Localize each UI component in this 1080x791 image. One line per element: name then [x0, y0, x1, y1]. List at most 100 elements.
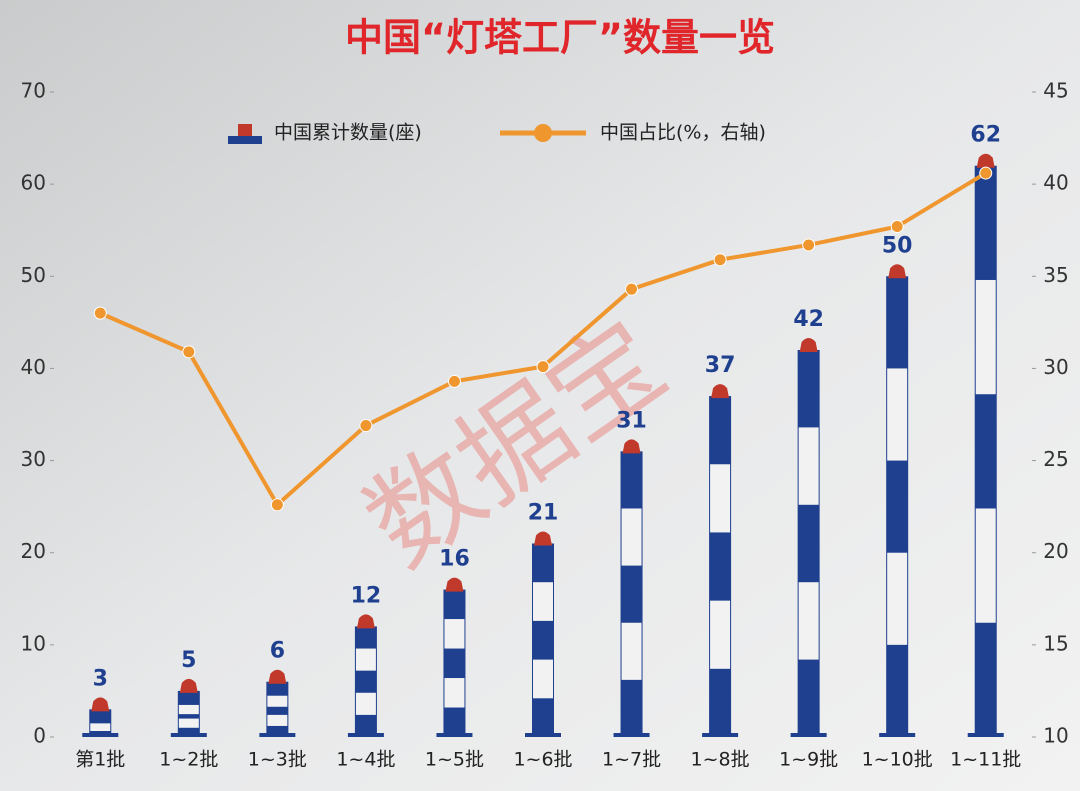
line-marker	[93, 306, 107, 320]
lighthouse-cap	[976, 153, 995, 168]
data-label: 5	[181, 648, 196, 673]
stripe	[355, 692, 376, 715]
data-label: 6	[270, 639, 285, 664]
legend-swatch	[238, 124, 252, 136]
lighthouse-cap	[711, 384, 730, 399]
data-label: 31	[616, 408, 647, 433]
lighthouse-cap	[622, 439, 641, 454]
bar	[620, 451, 643, 737]
chart-title: 中国“灯塔工厂”数量一览	[345, 16, 775, 60]
y-tick-label: 30	[21, 447, 46, 471]
y2-tick-label: 45	[1043, 79, 1068, 103]
line-marker	[447, 374, 461, 388]
lighthouse-base	[82, 733, 119, 737]
y-tick-label: 0	[33, 724, 46, 748]
lighthouse-base	[525, 733, 561, 737]
x-tick-label: 1~5批	[425, 749, 484, 771]
bar	[266, 681, 289, 737]
stripe	[444, 678, 465, 708]
data-label: 42	[793, 307, 824, 332]
stripe	[887, 368, 908, 461]
y2-tick-label: 40	[1043, 171, 1068, 195]
stripe	[533, 582, 553, 621]
lighthouse-base	[613, 733, 650, 737]
stripe	[975, 279, 996, 395]
stripe	[533, 659, 553, 699]
x-tick-label: 1~2批	[159, 749, 218, 771]
line-marker	[182, 345, 196, 359]
legend-label: 中国累计数量(座)	[274, 122, 422, 144]
y2-tick-label: 15	[1043, 631, 1068, 655]
line-marker	[890, 220, 904, 234]
lighthouse-base	[436, 733, 473, 737]
bar	[89, 709, 112, 737]
stripe	[621, 622, 642, 680]
bar	[354, 626, 377, 737]
line-marker	[625, 282, 639, 296]
y-tick-label: 70	[21, 79, 46, 103]
data-label: 3	[93, 666, 108, 691]
x-tick-label: 第1批	[75, 749, 125, 771]
legend-label: 中国占比(%，右轴)	[600, 122, 766, 144]
x-tick-label: 1~7批	[602, 749, 661, 771]
stripe	[267, 695, 288, 707]
legend-swatch	[534, 124, 552, 142]
stripe	[621, 508, 642, 566]
bar	[974, 165, 997, 737]
legend: 中国累计数量(座) 中国占比(%，右轴)	[228, 122, 766, 144]
y2-tick-label: 30	[1043, 355, 1068, 379]
stripe	[710, 464, 731, 533]
x-tick-label: 1~11批	[950, 749, 1021, 771]
line-marker	[979, 166, 993, 180]
data-label: 21	[528, 501, 559, 526]
x-tick-label: 1~4批	[336, 749, 395, 771]
lighthouse-cap	[356, 614, 375, 629]
bar	[709, 396, 732, 737]
line-marker	[359, 419, 373, 433]
y2-tick-label: 10	[1043, 724, 1068, 748]
x-tick-label: 1~10批	[862, 749, 933, 771]
data-label: 16	[439, 547, 470, 572]
stripe	[90, 723, 111, 731]
data-label: 12	[351, 583, 382, 608]
data-label: 37	[705, 353, 736, 378]
lighthouse-cap	[445, 577, 464, 592]
lighthouse-cap	[799, 338, 818, 352]
stripe	[798, 427, 819, 505]
x-tick-label: 1~6批	[513, 749, 572, 771]
y-tick-label: 40	[21, 355, 46, 379]
data-label: 62	[970, 123, 1001, 148]
data-label: 50	[882, 233, 913, 258]
y-tick-label: 20	[21, 539, 46, 563]
line-marker	[536, 360, 550, 374]
line-marker	[713, 253, 727, 267]
stripe	[975, 508, 996, 623]
lighthouse-base	[702, 733, 739, 737]
lighthouse-base	[347, 733, 384, 737]
lighthouse-cap	[268, 669, 287, 684]
y2-tick-label: 25	[1043, 447, 1068, 471]
stripe	[355, 648, 376, 671]
line-marker	[802, 238, 816, 252]
x-tick-label: 1~9批	[779, 749, 838, 771]
stripe	[444, 619, 465, 649]
line-marker	[270, 498, 284, 512]
y-tick-label: 60	[21, 171, 46, 195]
lighthouse-cap	[179, 678, 198, 693]
stripe	[710, 600, 731, 669]
stripe	[178, 704, 199, 715]
y2-tick-label: 35	[1043, 263, 1068, 287]
bar	[443, 589, 466, 737]
x-tick-label: 1~3批	[248, 749, 307, 771]
lighthouse-base	[879, 733, 916, 737]
y2-tick-label: 20	[1043, 539, 1068, 563]
lighthouse-cap	[888, 264, 907, 279]
stripe	[178, 718, 199, 728]
bar	[797, 350, 820, 737]
bar	[886, 276, 909, 737]
lighthouse-base	[259, 733, 296, 737]
lighthouse-cap	[534, 531, 552, 546]
y-tick-label: 10	[21, 631, 46, 655]
lighthouse-base	[170, 733, 207, 737]
